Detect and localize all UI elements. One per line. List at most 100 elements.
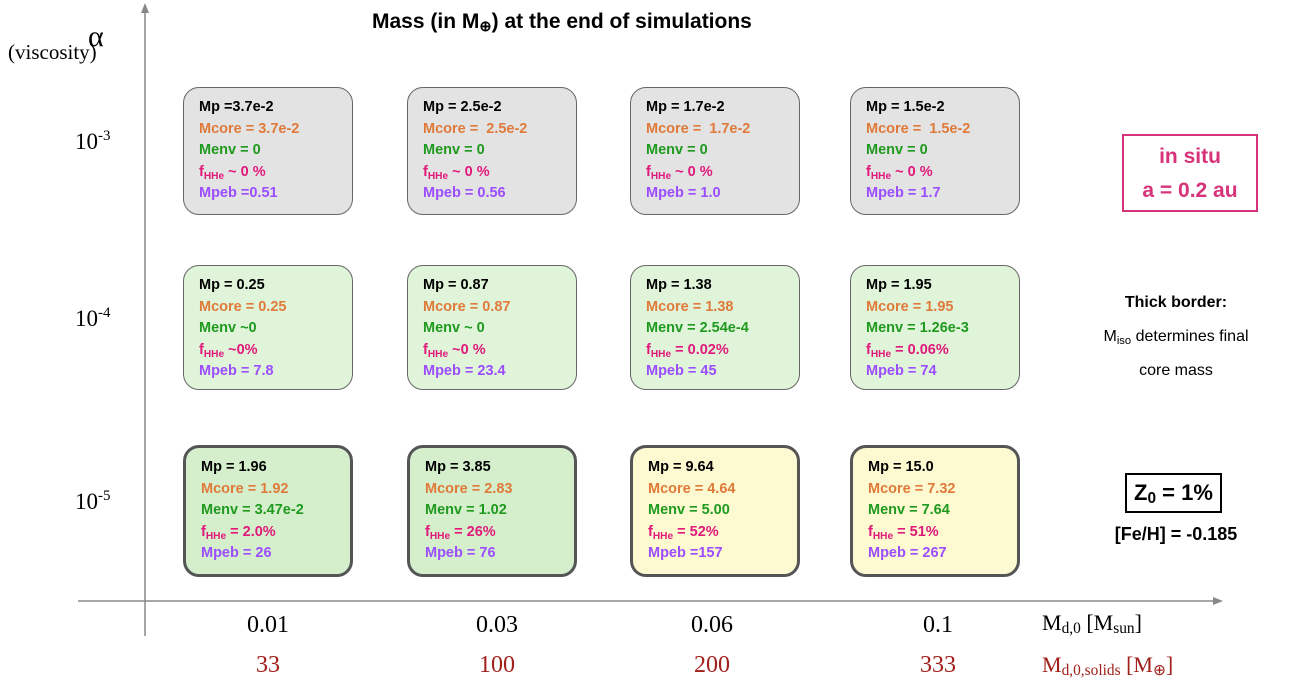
alpha-exp: -3 xyxy=(98,128,111,144)
core-mass: Mcore = 0.25 xyxy=(199,298,287,315)
note-text: determines final xyxy=(1131,328,1249,345)
result-cell: Mp = 0.87 Mcore = 0.87 Menv ~ 0 fHHe ~0 % Mp… xyxy=(407,265,577,390)
label-sub: sun xyxy=(1113,620,1135,637)
hhe-fraction: fHHe = 52% xyxy=(648,522,797,544)
result-cell: Mp = 1.95 Mcore = 1.95 Menv = 1.26e-3 fHHe … xyxy=(850,265,1020,390)
x-arrow xyxy=(1213,597,1223,605)
planet-mass: Mp = 2.5e-2 xyxy=(423,99,502,115)
f-symbol: f xyxy=(866,341,871,358)
planet-mass: Mp =3.7e-2 xyxy=(199,99,274,115)
f-symbol: f xyxy=(423,341,428,358)
title-sub: ⊕ xyxy=(479,19,492,35)
result-cell: Mp = 9.64 Mcore = 4.64 Menv = 5.00 fHHe = 5… xyxy=(630,445,800,577)
pebble-mass: Mpeb = 45 xyxy=(646,363,717,379)
disk-mass-tick: 0.06 xyxy=(691,612,733,638)
note-text: Z xyxy=(1134,480,1148,505)
envelope-mass: Menv = 0 xyxy=(646,142,708,158)
label-text: ] xyxy=(1165,652,1174,677)
core-mass: Mcore = 2.83 xyxy=(425,480,513,497)
envelope-mass: Menv = 7.64 xyxy=(868,502,950,518)
hhe-fraction: fHHe = 0.06% xyxy=(866,340,1019,362)
f-value: = 2.0% xyxy=(226,523,276,540)
hhe-fraction: fHHe = 51% xyxy=(868,522,1017,544)
disk-mass-label: Md,0 [Msun] xyxy=(1042,610,1142,636)
note-sub: iso xyxy=(1116,335,1132,347)
f-sub: HHe xyxy=(650,170,672,182)
alpha-tick: 10-4 xyxy=(75,304,111,332)
note-text: = 1% xyxy=(1156,480,1213,505)
f-symbol: f xyxy=(201,523,206,540)
planet-mass: Mp = 1.5e-2 xyxy=(866,99,945,115)
f-value: = 51% xyxy=(893,523,939,540)
pebble-mass: Mpeb = 7.8 xyxy=(199,363,274,379)
solid-mass-tick: 333 xyxy=(920,652,956,678)
hhe-fraction: fHHe = 2.0% xyxy=(201,522,350,544)
pebble-mass: Mpeb = 267 xyxy=(868,545,947,561)
f-sub: HHe xyxy=(650,348,672,360)
note-text: a = 0.2 au xyxy=(1142,179,1238,202)
f-sub: HHe xyxy=(203,170,225,182)
result-cell: Mp = 0.25 Mcore = 0.25 Menv ~0 fHHe ~0% Mpeb… xyxy=(183,265,353,390)
y-arrow xyxy=(141,3,149,13)
envelope-mass: Menv = 5.00 xyxy=(648,502,730,518)
note-text: in situ xyxy=(1159,145,1221,168)
result-cell: Mp = 1.7e-2 Mcore = 1.7e-2 Menv = 0 fHHe ~ … xyxy=(630,87,800,215)
alpha-tick: 10-3 xyxy=(75,129,110,155)
result-cell: Mp = 1.5e-2 Mcore = 1.5e-2 Menv = 0 fHHe ~ … xyxy=(850,87,1020,215)
pebble-mass: Mpeb = 76 xyxy=(425,545,496,561)
f-sub: HHe xyxy=(429,530,451,542)
result-cell: Mp = 3.85 Mcore = 2.83 Menv = 1.02 fHHe = 2… xyxy=(407,445,577,577)
label-text: M xyxy=(1042,610,1062,635)
pebble-mass: Mpeb = 74 xyxy=(866,363,937,379)
core-mass: Mcore = 1.7e-2 xyxy=(646,120,751,137)
solid-mass-tick: 200 xyxy=(694,652,730,678)
f-symbol: f xyxy=(868,523,873,540)
core-mass: Mcore = 1.92 xyxy=(201,480,289,497)
alpha-base: 10 xyxy=(75,305,98,331)
label-text: ] xyxy=(1134,610,1142,635)
core-mass: Mcore = 2.5e-2 xyxy=(423,120,528,137)
f-symbol: f xyxy=(646,163,651,180)
hhe-fraction: fHHe ~ 0 % xyxy=(866,162,1019,184)
hhe-fraction: fHHe ~0% xyxy=(199,340,352,362)
result-cell: Mp = 15.0 Mcore = 7.32 Menv = 7.64 fHHe = 5… xyxy=(850,445,1020,577)
f-symbol: f xyxy=(866,163,871,180)
f-value: ~ 0 % xyxy=(448,163,490,180)
f-symbol: f xyxy=(199,341,204,358)
pebble-mass: Mpeb = 1.7 xyxy=(866,185,941,201)
result-cell: Mp =3.7e-2 Mcore = 3.7e-2 Menv = 0 fHHe ~ 0… xyxy=(183,87,353,215)
metallicity-box: Z0 = 1% xyxy=(1125,473,1222,513)
note-text: M xyxy=(1103,328,1117,345)
envelope-mass: Menv ~ 0 xyxy=(423,320,485,336)
planet-mass: Mp = 1.38 xyxy=(646,277,712,293)
f-sub: HHe xyxy=(652,530,674,542)
label-text: [M xyxy=(1120,652,1153,677)
thick-border-note: Thick border: Miso determines final core m… xyxy=(1076,286,1276,388)
f-sub: HHe xyxy=(427,348,449,360)
note-sub: 0 xyxy=(1147,490,1157,507)
f-sub: HHe xyxy=(872,530,894,542)
core-mass: Mcore = 7.32 xyxy=(868,480,956,497)
pebble-mass: Mpeb = 26 xyxy=(201,545,272,561)
core-mass: Mcore = 4.64 xyxy=(648,480,736,497)
core-mass: Mcore = 1.38 xyxy=(646,298,734,315)
f-sub: HHe xyxy=(203,348,225,360)
disk-mass-tick: 0.1 xyxy=(923,612,953,638)
f-value: = 0.06% xyxy=(891,341,949,358)
core-mass: Mcore = 1.95 xyxy=(866,298,954,315)
alpha-base: 10 xyxy=(75,489,98,514)
title-text: ) at the end of simulations xyxy=(491,10,752,33)
envelope-mass: Menv = 0 xyxy=(199,142,261,158)
pebble-mass: Mpeb = 23.4 xyxy=(423,363,506,379)
alpha-exp: -4 xyxy=(98,304,111,321)
pebble-mass: Mpeb =157 xyxy=(648,545,723,561)
hhe-fraction: fHHe ~ 0 % xyxy=(646,162,799,184)
planet-mass: Mp = 3.85 xyxy=(425,459,491,475)
f-symbol: f xyxy=(646,341,651,358)
hhe-fraction: fHHe ~0 % xyxy=(423,340,576,362)
label-sub: d,0 xyxy=(1061,620,1081,637)
envelope-mass: Menv = 1.02 xyxy=(425,502,507,518)
solid-mass-tick: 100 xyxy=(479,652,515,678)
envelope-mass: Menv = 0 xyxy=(866,142,928,158)
disk-mass-tick: 0.01 xyxy=(247,612,289,638)
